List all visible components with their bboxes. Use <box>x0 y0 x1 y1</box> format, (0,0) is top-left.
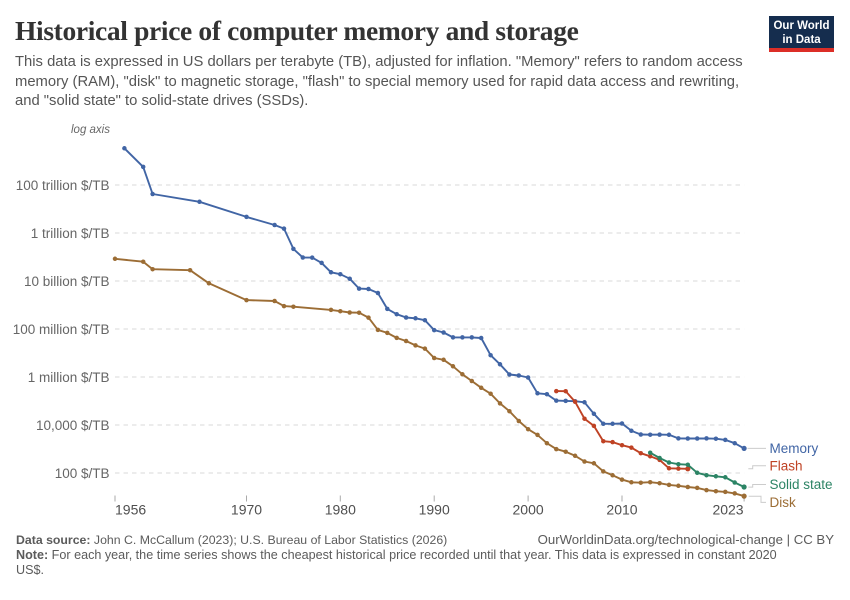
svg-text:2010: 2010 <box>606 502 637 518</box>
svg-text:1990: 1990 <box>419 502 450 518</box>
svg-text:1 trillion $/TB: 1 trillion $/TB <box>31 226 110 241</box>
svg-text:log axis: log axis <box>71 124 110 136</box>
svg-text:2000: 2000 <box>513 502 544 518</box>
svg-text:1970: 1970 <box>231 502 262 518</box>
svg-text:100 trillion $/TB: 100 trillion $/TB <box>16 178 110 193</box>
svg-text:10 billion $/TB: 10 billion $/TB <box>24 274 110 289</box>
svg-text:Memory: Memory <box>770 441 819 456</box>
svg-text:2023: 2023 <box>712 502 743 518</box>
svg-text:100 $/TB: 100 $/TB <box>55 466 110 481</box>
svg-text:1980: 1980 <box>325 502 356 518</box>
svg-text:Solid state: Solid state <box>770 477 833 492</box>
svg-text:10,000 $/TB: 10,000 $/TB <box>36 418 110 433</box>
svg-text:Disk: Disk <box>770 495 796 510</box>
svg-text:Flash: Flash <box>770 458 803 473</box>
svg-text:1 million $/TB: 1 million $/TB <box>28 370 110 385</box>
svg-text:1956: 1956 <box>115 502 146 518</box>
svg-text:100 million $/TB: 100 million $/TB <box>13 322 110 337</box>
